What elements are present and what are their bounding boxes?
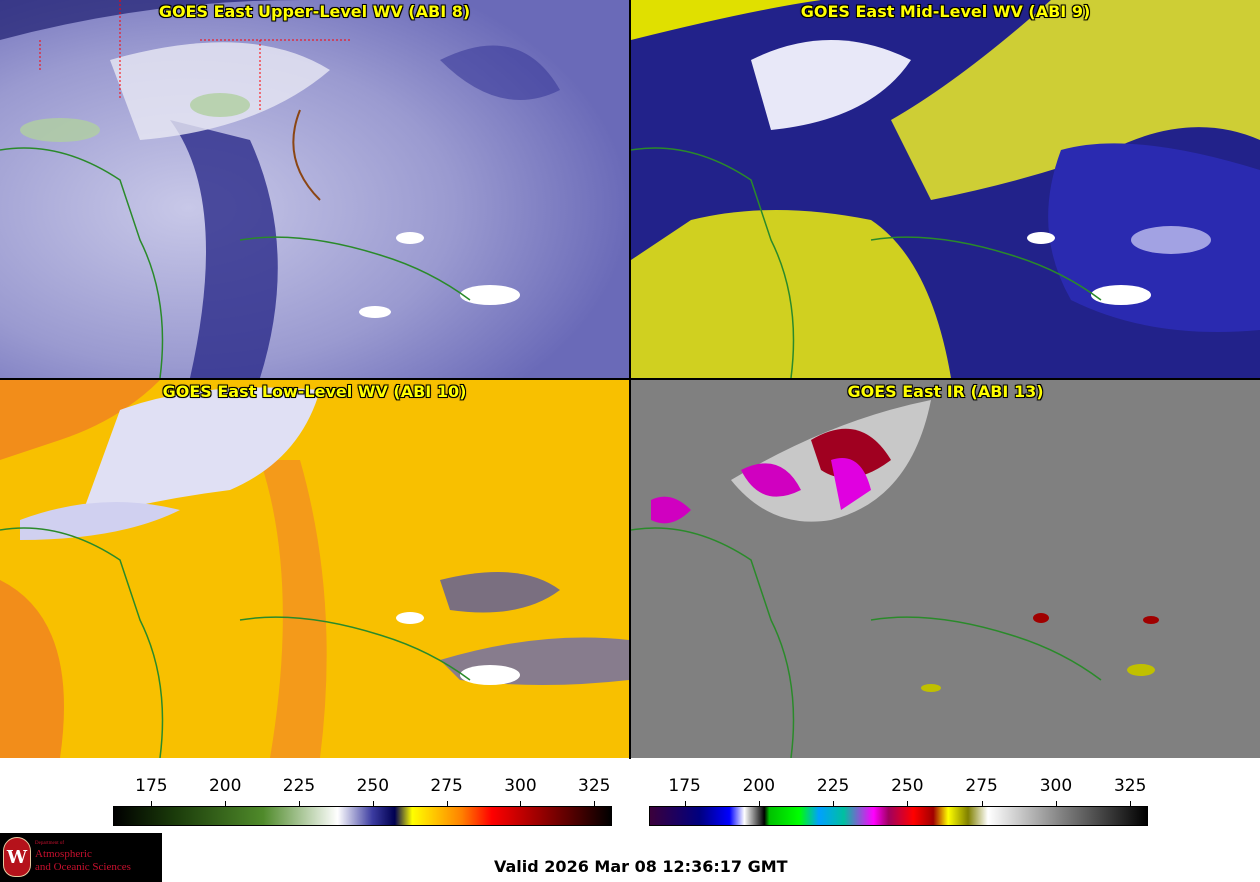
colorbar-tick-label: 175 xyxy=(135,776,168,796)
colorbar-tick xyxy=(833,801,835,807)
panel-title: GOES East Upper-Level WV (ABI 8) xyxy=(158,2,471,21)
colorbar-tick-label: 250 xyxy=(356,776,390,796)
colorbar-tick xyxy=(758,801,760,807)
colorbar-tick-label: 275 xyxy=(965,776,998,796)
uw-seal-icon: W xyxy=(3,837,31,877)
satellite-image-ir xyxy=(631,380,1260,758)
colorbar-tick-label: 225 xyxy=(816,776,850,796)
colorbar-tick xyxy=(907,801,909,807)
panel-title: GOES East IR (ABI 13) xyxy=(847,382,1044,401)
colorbar-tick xyxy=(151,801,153,807)
colorbar-tick xyxy=(446,801,448,807)
colorbar-tick xyxy=(981,801,983,807)
colorbar-tick-label: 325 xyxy=(1113,776,1147,796)
panel-title: GOES East Low-Level WV (ABI 10) xyxy=(162,382,467,401)
panel-upper-level-wv: GOES East Upper-Level WV (ABI 8) xyxy=(0,0,629,378)
colorbar-tick-label: 250 xyxy=(891,776,924,796)
colorbar-tick-label: 200 xyxy=(742,776,776,796)
colorbar-tick xyxy=(372,801,374,807)
colorbar-tick-label: 325 xyxy=(578,776,611,796)
satellite-image-upper-wv xyxy=(0,0,629,378)
satellite-image-low-wv xyxy=(0,380,629,758)
logo-department: Department of xyxy=(35,841,65,846)
colorbar-tick xyxy=(1055,801,1057,807)
panel-title: GOES East Mid-Level WV (ABI 9) xyxy=(800,2,1091,21)
colorbar-tick-label: 200 xyxy=(208,776,242,796)
colorbar-ir-gradient xyxy=(649,806,1148,826)
logo-line2: and Oceanic Sciences xyxy=(35,861,131,873)
colorbar-tick-label: 275 xyxy=(430,776,463,796)
valid-time: Valid 2026 Mar 08 12:36:17 GMT xyxy=(494,857,788,876)
colorbar-tick-label: 225 xyxy=(282,776,316,796)
panel-low-level-wv: GOES East Low-Level WV (ABI 10) xyxy=(0,380,629,758)
panel-ir: GOES East IR (ABI 13) xyxy=(631,380,1260,758)
logo-line1: Atmospheric xyxy=(35,848,92,860)
colorbar-tick xyxy=(520,801,522,807)
panel-mid-level-wv: GOES East Mid-Level WV (ABI 9) xyxy=(631,0,1260,378)
satellite-image-mid-wv xyxy=(631,0,1260,378)
colorbar-tick xyxy=(299,801,301,807)
colorbar-wv: 175 200 225 250 275 300 325 xyxy=(113,776,612,828)
colorbar-ir: 175 200 225 250 275 300 325 xyxy=(649,776,1148,828)
colorbar-tick-label: 300 xyxy=(1039,776,1073,796)
colorbar-tick-label: 175 xyxy=(668,776,701,796)
colorbar-tick-label: 300 xyxy=(504,776,537,796)
colorbar-tick xyxy=(225,801,227,807)
colorbar-tick xyxy=(594,801,596,807)
aos-logo: W Department of Atmospheric and Oceanic … xyxy=(0,833,162,882)
panel-divider-horizontal xyxy=(0,378,1260,380)
colorbar-tick xyxy=(684,801,686,807)
colorbar-wv-gradient xyxy=(113,806,612,826)
colorbar-tick xyxy=(1130,801,1132,807)
